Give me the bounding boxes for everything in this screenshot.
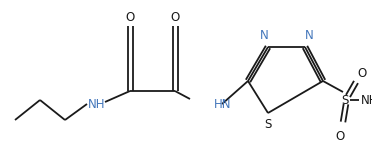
- Text: O: O: [336, 131, 344, 143]
- Text: N: N: [305, 28, 313, 42]
- Text: S: S: [341, 94, 349, 106]
- Text: HN: HN: [214, 98, 231, 110]
- Text: S: S: [264, 118, 272, 131]
- Text: N: N: [260, 28, 268, 42]
- Text: NH: NH: [361, 94, 372, 106]
- Text: NH: NH: [88, 98, 106, 110]
- Text: O: O: [125, 10, 135, 24]
- Text: O: O: [357, 66, 367, 80]
- Text: O: O: [170, 10, 180, 24]
